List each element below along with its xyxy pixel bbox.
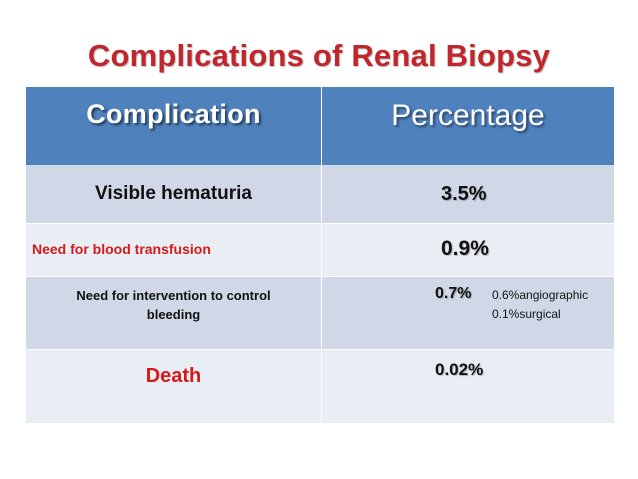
table-row: Visible hematuria 3.5% bbox=[26, 165, 614, 224]
percentage-value: 3.5% bbox=[441, 183, 487, 205]
percentage-value: 0.02% bbox=[435, 360, 484, 379]
complication-label-line2: bleeding bbox=[146, 307, 201, 322]
complication-label: Need for blood transfusion bbox=[32, 241, 211, 257]
table-header-row: Complication Percentage bbox=[26, 87, 614, 165]
complication-cell: Need for intervention to control bleedin… bbox=[26, 277, 321, 349]
slide-title: Complications of Renal Biopsy bbox=[87, 38, 551, 73]
breakdown-note-angiographic: 0.6%angiographic bbox=[492, 288, 589, 302]
percentage-cell: 0.02% bbox=[321, 350, 614, 423]
header-label-complication: Complication bbox=[86, 99, 261, 129]
header-cell-complication: Complication bbox=[26, 87, 321, 165]
percentage-cell: 0.7% 0.6%angiographic 0.1%surgical bbox=[321, 277, 614, 349]
breakdown-note-surgical: 0.1%surgical bbox=[492, 307, 561, 321]
complications-table: Complication Percentage Visible hematuri… bbox=[26, 87, 614, 423]
percentage-value: 0.7% bbox=[435, 285, 472, 302]
table-row: Need for intervention to control bleedin… bbox=[26, 277, 614, 350]
complication-cell: Visible hematuria bbox=[26, 165, 321, 223]
complication-cell: Death bbox=[26, 350, 321, 423]
header-label-percentage: Percentage bbox=[391, 99, 545, 132]
percentage-value: 0.9% bbox=[441, 237, 489, 260]
complication-label: Death bbox=[145, 365, 202, 387]
table-row: Need for blood transfusion 0.9% bbox=[26, 224, 614, 277]
percentage-cell: 0.9% bbox=[321, 224, 614, 276]
table-row: Death 0.02% bbox=[26, 350, 614, 423]
complication-label: Need for intervention to control bleedin… bbox=[26, 286, 321, 324]
complication-label-line1: Need for intervention to control bbox=[76, 288, 271, 303]
complication-label: Visible hematuria bbox=[95, 183, 252, 204]
percentage-cell: 3.5% bbox=[321, 165, 614, 223]
header-cell-percentage: Percentage bbox=[321, 87, 614, 165]
complication-cell: Need for blood transfusion bbox=[26, 224, 321, 276]
